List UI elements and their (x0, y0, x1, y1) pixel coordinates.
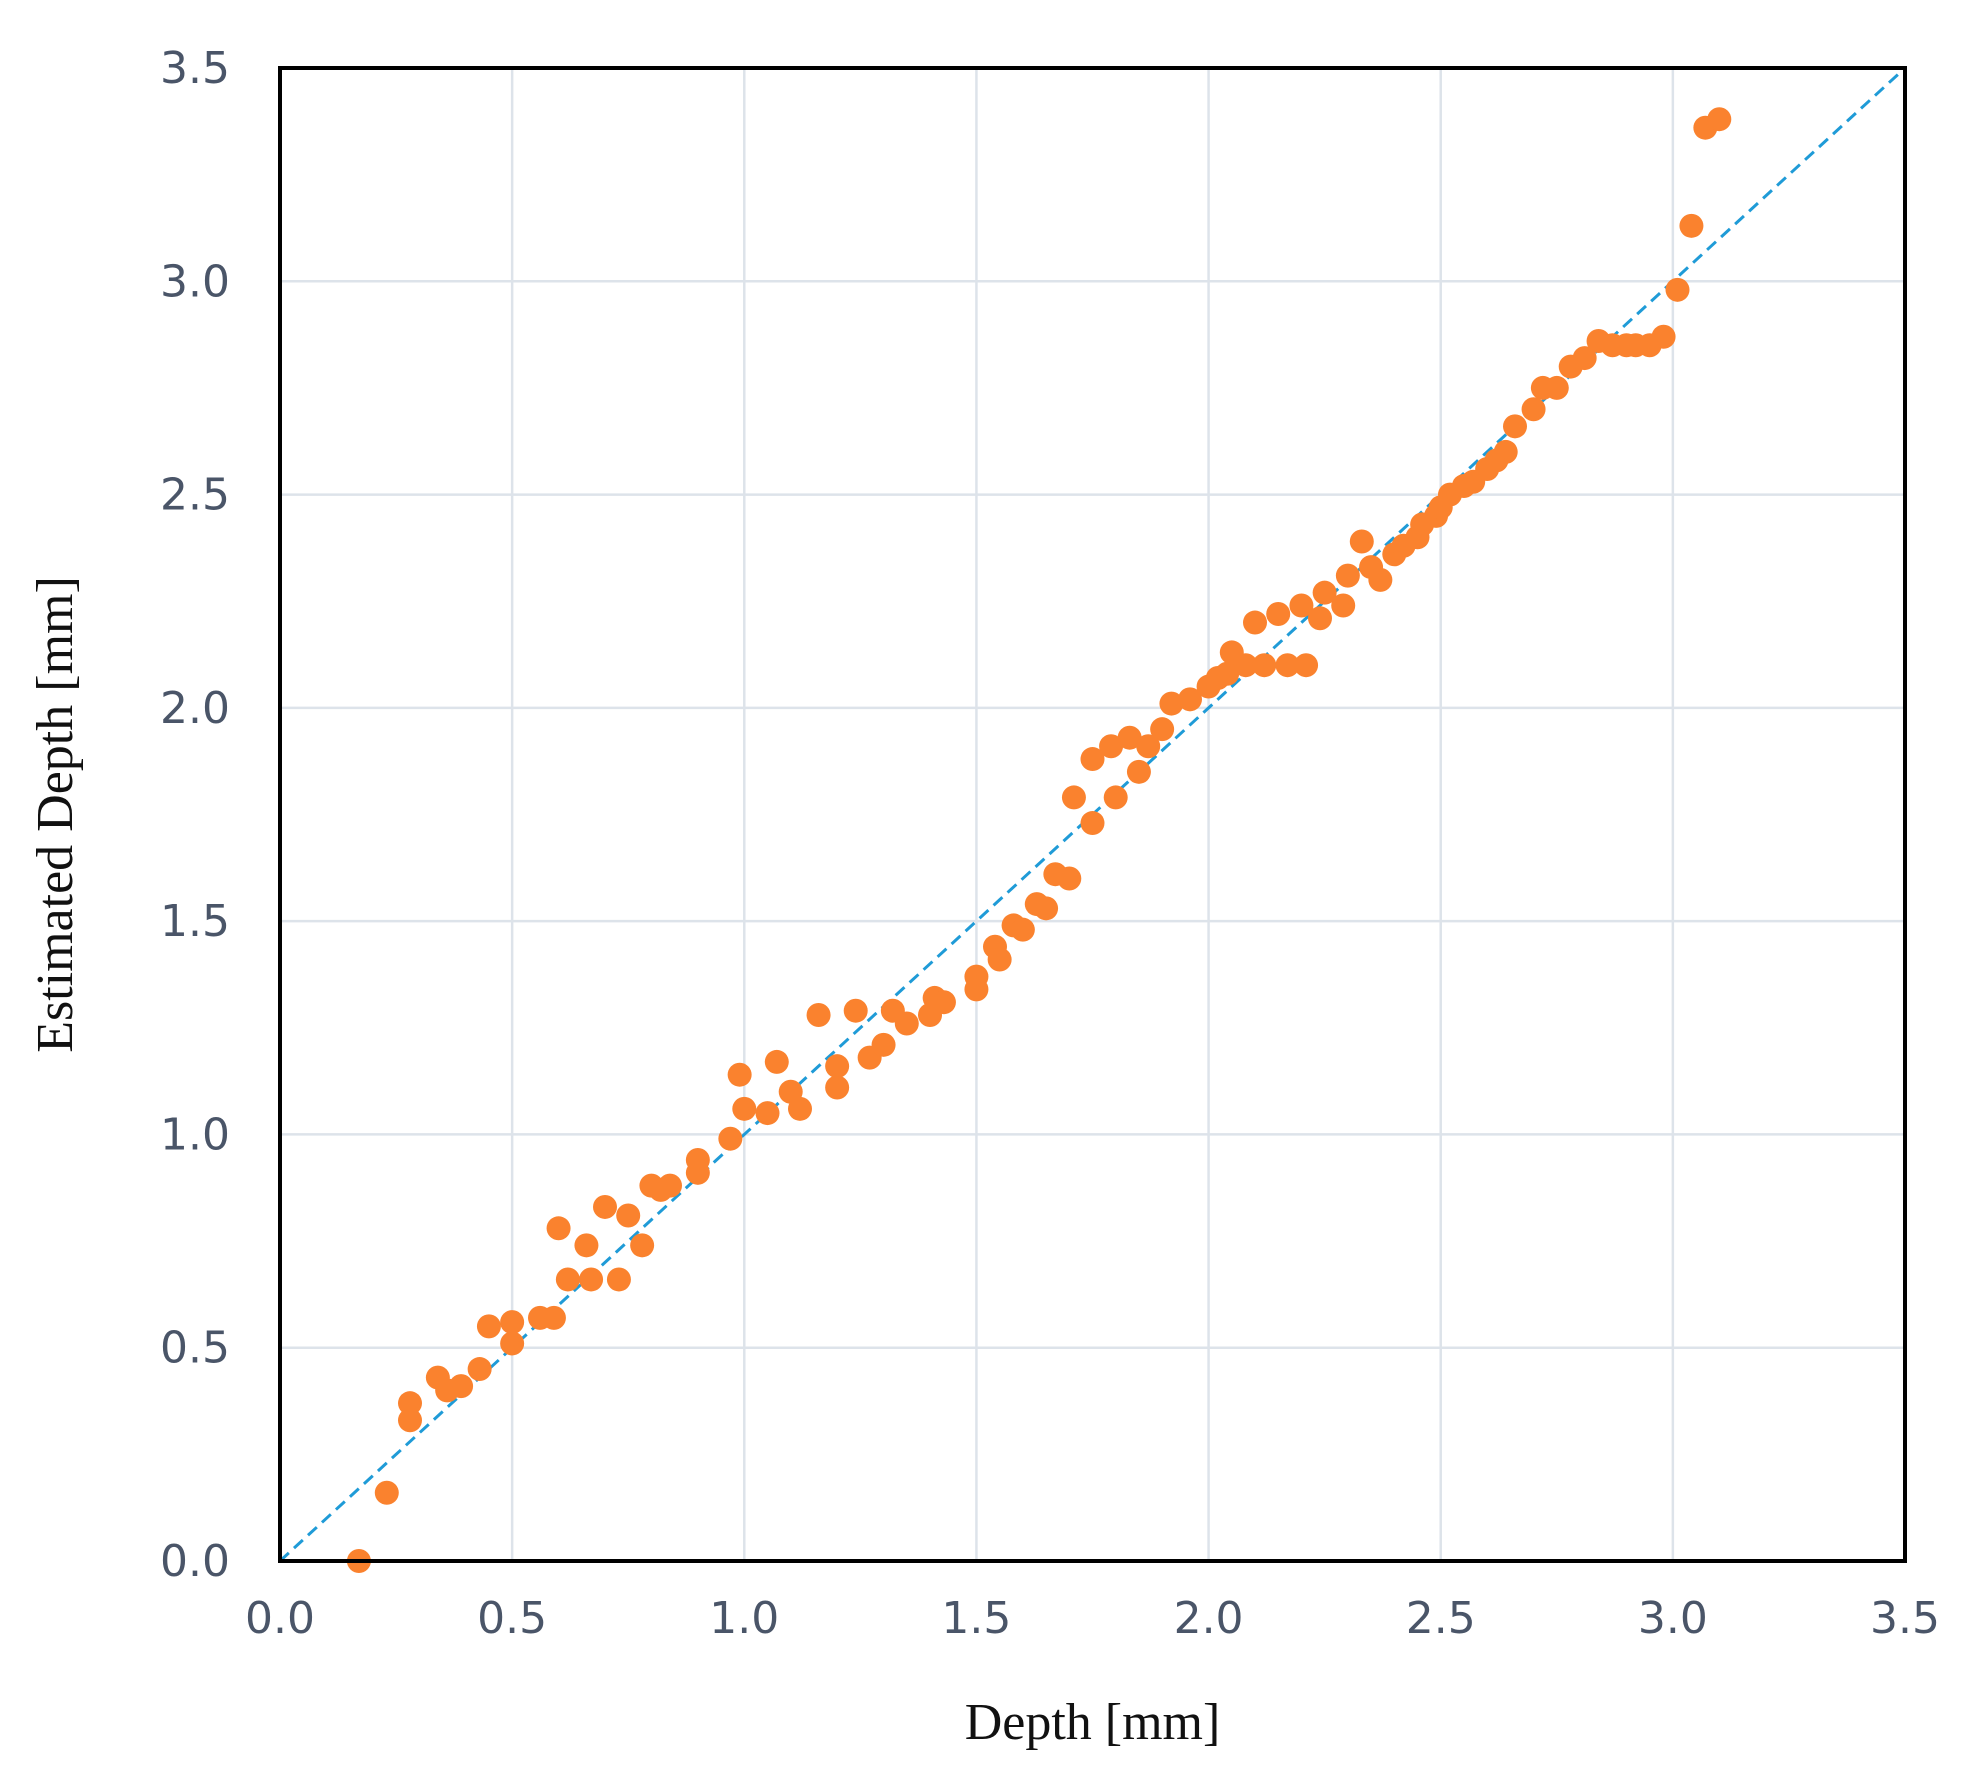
data-point (825, 1075, 850, 1100)
x-tick-label: 2.5 (1406, 1593, 1476, 1644)
data-point (1335, 563, 1360, 588)
data-point (1061, 785, 1086, 810)
data-point (1159, 691, 1184, 716)
data-point (1057, 866, 1082, 891)
data-point (1312, 580, 1337, 605)
data-point (727, 1062, 752, 1087)
data-point (1493, 439, 1518, 464)
data-point (546, 1216, 571, 1241)
data-point (658, 1173, 682, 1198)
data-point (1521, 397, 1546, 422)
data-point (616, 1203, 641, 1228)
x-tick-label: 3.5 (1870, 1593, 1940, 1644)
data-point (1266, 602, 1291, 627)
data-point (931, 990, 956, 1015)
data-point (541, 1305, 566, 1330)
y-tick-label: 1.5 (160, 896, 230, 947)
data-point (593, 1194, 617, 1219)
data-point (964, 964, 989, 989)
y-tick-label: 0.0 (160, 1536, 230, 1587)
data-point (1331, 593, 1356, 618)
data-point (1099, 734, 1124, 759)
data-point (374, 1480, 399, 1505)
x-tick-label: 2.0 (1174, 1593, 1244, 1644)
data-point (871, 1032, 896, 1057)
data-point (476, 1314, 501, 1339)
y-tick-label: 0.5 (160, 1323, 230, 1374)
data-point (1080, 811, 1105, 836)
x-tick-label: 3.0 (1638, 1593, 1708, 1644)
data-point (1150, 717, 1175, 742)
data-point (1679, 213, 1704, 238)
data-point (1308, 606, 1332, 631)
data-point (574, 1233, 599, 1258)
y-axis-ticks: 0.0 0.5 1.0 1.5 2.0 2.5 3.0 3.5 (160, 43, 230, 1587)
data-point (1080, 747, 1105, 772)
data-point (1289, 593, 1314, 618)
data-point (1503, 414, 1527, 439)
data-point (788, 1096, 812, 1121)
data-point (398, 1408, 422, 1433)
data-point (1034, 896, 1059, 921)
data-point (606, 1267, 631, 1292)
data-points (346, 107, 1732, 1573)
data-point (843, 998, 868, 1023)
data-point (555, 1267, 580, 1292)
data-point (1233, 653, 1258, 678)
data-point (1252, 653, 1277, 678)
x-axis-ticks: 0.0 0.5 1.0 1.5 2.0 2.5 3.0 3.5 (245, 1593, 1940, 1644)
data-point (1136, 734, 1161, 759)
data-point (1665, 277, 1690, 302)
data-point (1651, 324, 1676, 349)
data-point (764, 1049, 789, 1074)
x-tick-label: 0.5 (477, 1593, 547, 1644)
data-point (1572, 346, 1597, 371)
data-point (755, 1101, 780, 1126)
y-tick-label: 2.0 (160, 683, 230, 734)
data-point (630, 1233, 655, 1258)
data-point (1368, 567, 1393, 592)
data-point (449, 1374, 474, 1399)
data-point (1215, 661, 1240, 686)
data-point (732, 1096, 757, 1121)
data-point (1117, 725, 1142, 750)
data-point (806, 1002, 831, 1027)
data-point (1010, 917, 1035, 942)
data-point (500, 1331, 525, 1356)
x-tick-label: 0.0 (245, 1593, 315, 1644)
data-point (1178, 687, 1202, 712)
data-point (685, 1148, 710, 1173)
data-point (1707, 107, 1732, 132)
data-point (825, 1054, 850, 1079)
y-tick-label: 3.0 (160, 256, 230, 307)
data-point (1243, 610, 1267, 635)
y-axis-title: Estimated Depth [mm] (27, 576, 84, 1053)
data-point (398, 1391, 422, 1416)
x-axis-title: Depth [mm] (965, 1694, 1221, 1751)
data-point (987, 947, 1012, 972)
data-point (718, 1126, 743, 1151)
data-point (1294, 653, 1319, 678)
data-point (1275, 653, 1300, 678)
x-tick-label: 1.0 (709, 1593, 779, 1644)
data-point (1544, 375, 1569, 400)
y-tick-label: 3.5 (160, 43, 230, 94)
data-point (1126, 759, 1151, 784)
y-tick-label: 2.5 (160, 470, 230, 521)
data-point (467, 1357, 492, 1382)
data-point (1103, 785, 1128, 810)
data-point (894, 1011, 919, 1036)
data-point (500, 1310, 525, 1335)
y-tick-label: 1.0 (160, 1109, 230, 1160)
plot-frame (278, 66, 1907, 1563)
gridlines (278, 66, 1907, 1563)
data-point (1349, 529, 1374, 554)
data-point (579, 1267, 604, 1292)
x-tick-label: 1.5 (941, 1593, 1011, 1644)
